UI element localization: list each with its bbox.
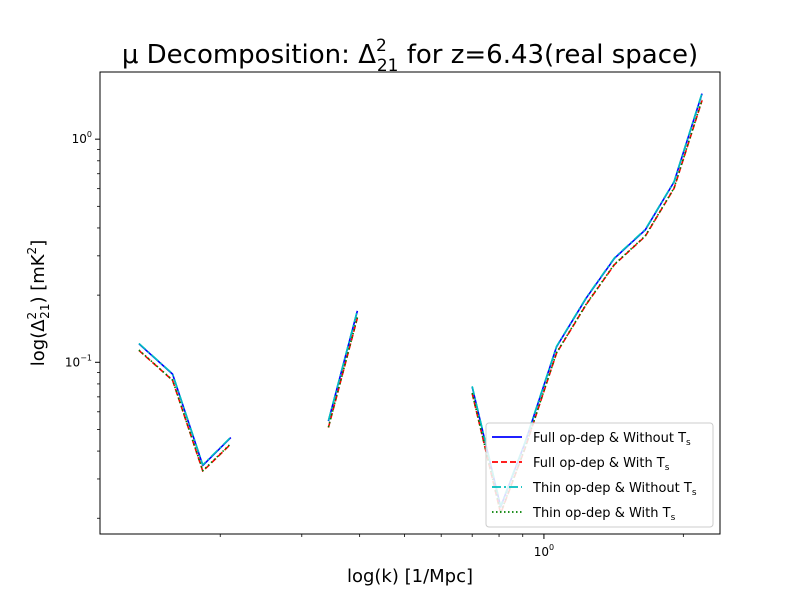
y-tick-label-2: 100 [72,130,92,146]
series-4-line-segment-1 [138,349,232,472]
series-4-line-segment-3 [471,99,703,514]
y-axis-label: log(Δ221) [mK2] [25,240,52,366]
chart-title-sub: 21 [377,56,399,76]
legend-label-3: Thin op-dep & Without Ts [532,481,697,498]
chart-title-rest: for z=6.43(real space) [398,40,698,70]
y-axis-label-sub: 21 [38,304,52,319]
legend-label-4: Thin op-dep & With Ts [532,506,676,523]
y-axis-label-sup-2: 2 [25,247,39,255]
chart-title-main: μ Decomposition: Δ [122,40,376,70]
legend: Full op-dep & Without Ts Full op-dep & Wi… [485,422,714,528]
y-axis-label-sup: 2 [25,312,39,320]
series-3-line-segment-1 [138,342,232,466]
series-4-line-segment-2 [327,317,359,428]
y-tick-label-1: 10−1 [65,353,92,369]
chart-title: μ Decomposition: Δ2 21 for z=6.43(real sp… [122,36,698,76]
legend-label-2: Full op-dep & With Ts [533,456,670,473]
x-axis-label: log(k) [1/Mpc] [347,566,473,587]
y-axis-label-rest: ) [mK [28,253,49,303]
legend-box [485,422,714,528]
y-axis-label-main: log(Δ [28,319,49,366]
tick-layer: 100 10−1 100 [65,130,684,559]
chart-title-sup: 2 [376,36,387,56]
x-tick-label-1: 100 [534,543,554,559]
y-axis-label-end: ] [28,240,49,247]
legend-label-1: Full op-dep & Without Ts [533,431,691,448]
series-3-line-segment-2 [327,310,359,421]
series-3-line-segment-3 [471,92,703,507]
plot-area: 100 10−1 100 [65,71,721,559]
legend-entries: Full op-dep & Without Ts Full op-dep & Wi… [492,431,697,523]
plot-frame [99,71,721,535]
